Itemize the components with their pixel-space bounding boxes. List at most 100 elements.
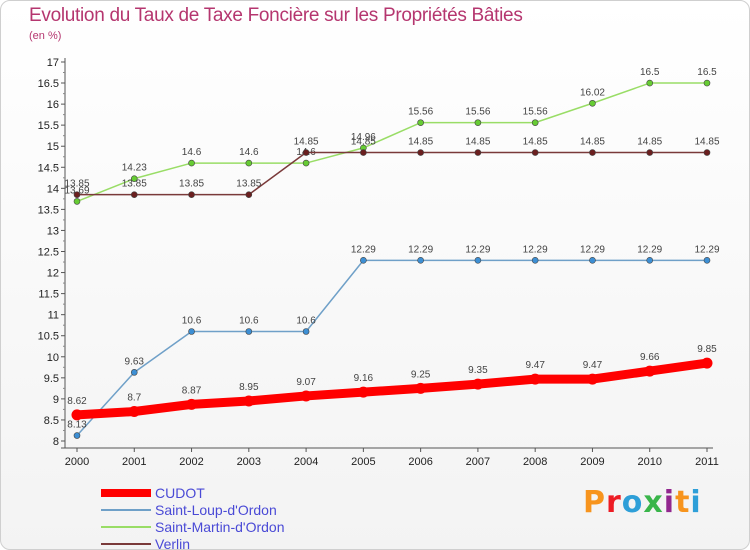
y-tick-label: 12	[47, 268, 59, 280]
data-point	[644, 365, 656, 377]
data-label: 14.85	[465, 137, 490, 148]
data-label: 14.6	[239, 147, 259, 158]
x-tick-label: 2009	[580, 456, 604, 468]
data-label: 12.29	[351, 244, 376, 255]
data-label: 9.47	[583, 360, 603, 371]
y-tick-label: 11	[48, 310, 59, 322]
data-point	[128, 406, 140, 418]
data-point	[245, 328, 253, 335]
data-label: 9.07	[296, 377, 316, 388]
data-point	[703, 79, 711, 87]
logo-letter: i	[690, 485, 702, 520]
y-tick-label: 15	[47, 141, 59, 153]
series-line	[72, 358, 712, 420]
y-tick-label: 16	[47, 99, 59, 111]
y-tick-label: 10	[47, 352, 59, 364]
logo-letter: o	[621, 485, 644, 520]
data-label: 14.85	[580, 137, 605, 148]
data-point	[130, 191, 138, 198]
data-label: 16.02	[580, 87, 605, 98]
data-label: 9.63	[125, 356, 145, 367]
legend-label: CUDOT	[155, 485, 205, 501]
data-label: 9.47	[525, 360, 545, 371]
x-tick-label: 2006	[408, 456, 432, 468]
data-label: 15.56	[523, 107, 548, 118]
data-label: 12.29	[637, 244, 662, 255]
y-tick-label: 8.5	[44, 415, 59, 427]
data-point	[245, 191, 253, 198]
logo-letter: t	[675, 485, 691, 520]
data-point	[188, 191, 195, 198]
data-point	[130, 175, 138, 182]
data-point	[300, 390, 312, 402]
data-point	[130, 369, 138, 376]
data-point	[589, 149, 596, 156]
data-label: 13.85	[179, 179, 204, 190]
data-label: 9.25	[411, 369, 431, 380]
data-label: 14.85	[694, 137, 719, 148]
data-label: 10.6	[182, 316, 202, 327]
data-point	[302, 149, 310, 156]
data-label: 15.56	[465, 107, 490, 118]
series-line	[76, 259, 708, 437]
data-point	[472, 378, 484, 390]
logo-letter: i	[663, 485, 676, 520]
x-tick-label: 2003	[237, 456, 261, 468]
data-label: 14.23	[122, 163, 147, 174]
data-label: 10.6	[239, 316, 259, 327]
data-point	[188, 328, 195, 335]
data-label: 13.69	[64, 185, 89, 196]
data-label: 14.85	[294, 137, 319, 148]
data-point	[188, 159, 195, 167]
data-point	[243, 395, 255, 407]
data-label: 16.5	[640, 67, 660, 78]
data-point	[417, 119, 424, 126]
data-label: 15.56	[408, 107, 433, 118]
data-point	[531, 149, 539, 156]
data-point	[186, 398, 198, 410]
data-label: 8.7	[127, 393, 141, 404]
data-point	[589, 99, 596, 107]
series-line	[76, 151, 708, 196]
data-label: 10.6	[296, 316, 316, 327]
data-point	[71, 409, 83, 421]
data-label: 13.85	[122, 179, 147, 190]
chart-title: Evolution du Taux de Taxe Foncière sur l…	[29, 5, 523, 26]
data-point	[302, 328, 310, 335]
y-tick-label: 17	[47, 57, 59, 69]
logo-letter: P	[583, 485, 606, 520]
logo-letter: r	[606, 485, 622, 520]
data-point	[703, 149, 711, 156]
data-label: 13.85	[64, 179, 89, 190]
y-tick-label: 16.5	[38, 78, 59, 90]
data-point	[531, 257, 539, 264]
data-point	[415, 382, 427, 394]
data-label: 8.62	[67, 396, 87, 407]
data-label: 9.35	[468, 365, 488, 376]
data-label: 16.5	[697, 67, 717, 78]
data-label: 9.85	[697, 344, 717, 355]
y-tick-label: 15.5	[38, 120, 59, 132]
data-point	[73, 432, 81, 439]
y-tick-label: 9.5	[44, 373, 59, 385]
proxiti-logo: Proxiti	[583, 485, 702, 520]
y-tick-label: 8	[53, 436, 59, 448]
y-tick-label: 11.5	[38, 289, 59, 301]
data-point	[474, 257, 482, 264]
data-label: 9.66	[640, 352, 660, 363]
x-tick-label: 2008	[523, 456, 547, 468]
logo-letter: x	[643, 485, 664, 520]
data-point	[417, 149, 424, 156]
data-label: 14.6	[182, 147, 202, 158]
data-label: 14.85	[523, 137, 548, 148]
chart-unit-label: (en %)	[29, 30, 62, 42]
x-tick-label: 2001	[122, 456, 146, 468]
data-label: 14.85	[637, 137, 662, 148]
data-label: 12.29	[408, 244, 433, 255]
y-tick-label: 12.5	[38, 247, 59, 259]
data-point	[360, 149, 367, 156]
data-point	[646, 149, 654, 156]
data-label: 13.85	[236, 179, 261, 190]
